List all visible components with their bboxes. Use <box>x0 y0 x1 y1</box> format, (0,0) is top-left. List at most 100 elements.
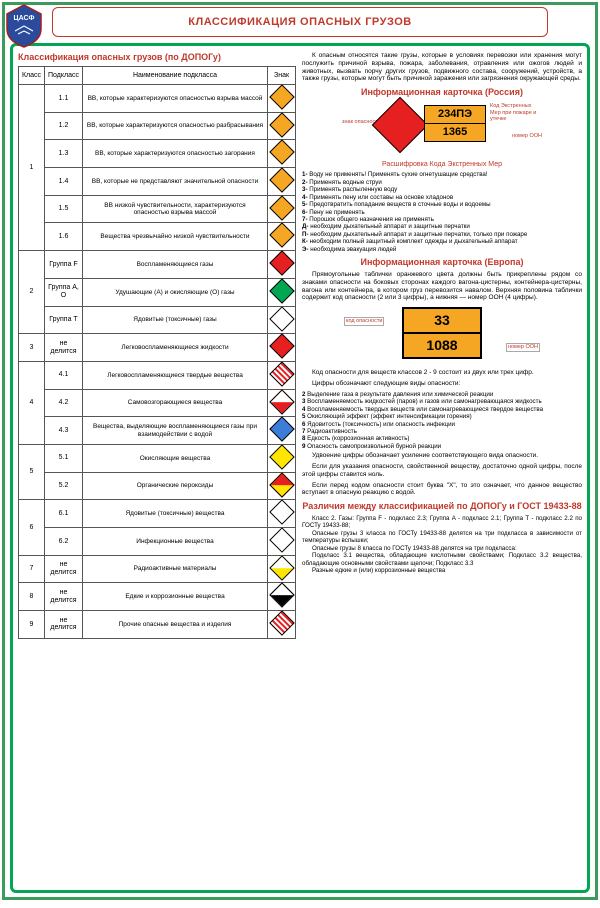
hazard-sign-icon <box>269 417 294 442</box>
sign-cell <box>268 528 296 556</box>
subclass-cell: 5.1 <box>45 444 83 472</box>
decode-heading: Расшифровка Кода Экстренных Мер <box>302 161 582 169</box>
sign-cell <box>268 251 296 279</box>
em-code-item: 4- Применять пену или составы на основе … <box>302 194 582 201</box>
hazard-diamond-icon <box>372 97 429 154</box>
subclass-cell: не делится <box>45 611 83 639</box>
emergency-code-list: 1- Воду не применять! Применять сухие ог… <box>302 171 582 253</box>
em-code-item: 7- Порошок общего назначения не применят… <box>302 216 582 223</box>
name-cell: ВВ низкой чувствительности, характеризую… <box>83 195 268 223</box>
table-row: 2Группа FВоспламеняющиеся газы <box>19 251 296 279</box>
table-row: 66.1Ядовитые (токсичные) вещества <box>19 500 296 528</box>
hazard-sign-icon <box>269 278 294 303</box>
subclass-cell: 5.2 <box>45 472 83 500</box>
un-number-eu: 1088 <box>404 334 480 357</box>
hazard-sign-icon <box>269 610 294 635</box>
class-cell: 5 <box>19 444 45 499</box>
hazard-sign-icon <box>269 500 294 525</box>
em-code-item: 3- Применять распыленную воду <box>302 186 582 193</box>
name-cell: ВВ, которые не представляют значительной… <box>83 168 268 196</box>
placard-russia: знак опасности 234ПЭ 1365 Код Экстренных… <box>342 101 542 157</box>
name-cell: ВВ, которые характеризуются опасностью в… <box>83 85 268 113</box>
name-cell: ВВ, которые характеризуются опасностью з… <box>83 140 268 168</box>
class-cell: 8 <box>19 583 45 611</box>
digit-meaning-list: 2 Выделение газа в результате давления и… <box>302 391 582 451</box>
subclass-cell: не делится <box>45 334 83 362</box>
subclass-cell: 1.6 <box>45 223 83 251</box>
hazard-sign-icon <box>269 112 294 137</box>
table-row: 1.2ВВ, которые характеризуются опасность… <box>19 112 296 140</box>
name-cell: Органические пероксиды <box>83 472 268 500</box>
em-code-item: Э- необходима эвакуация людей <box>302 246 582 253</box>
digits-note3: Если перед кодом опасности стоит буква "… <box>302 482 582 498</box>
sign-cell <box>268 112 296 140</box>
name-cell: Едкие и коррозионные вещества <box>83 583 268 611</box>
un-number: 1365 <box>425 124 485 141</box>
subclass-cell: не делится <box>45 583 83 611</box>
name-cell: Ядовитые (токсичные) вещества <box>83 500 268 528</box>
document-frame: ЦАСФ КЛАССИФИКАЦИЯ ОПАСНЫХ ГРУЗОВ Класси… <box>2 2 598 900</box>
em-code-item: Д- необходим дыхательный аппарат и защит… <box>302 223 582 230</box>
name-cell: Вещества, выделяющие воспламеняющиеся га… <box>83 417 268 445</box>
diff-item: Класс 2. Газы: Группа F - подкласс 2.3; … <box>302 515 582 530</box>
name-cell: Радиоактивные материалы <box>83 555 268 583</box>
diff-item: Разные едкие и (или) коррозионные вещест… <box>302 567 582 574</box>
subclass-cell: 1.5 <box>45 195 83 223</box>
hazard-sign-icon <box>269 361 294 386</box>
hazard-sign-icon <box>269 444 294 469</box>
digit-item: 9 Опасность самопроизвольной бурной реак… <box>302 443 582 450</box>
placard-box: 234ПЭ 1365 <box>424 105 486 142</box>
subclass-cell: Группа F <box>45 251 83 279</box>
lbl-code: Код Экстренных Мер при пожаре и утечке <box>490 103 542 123</box>
col-sub: Подкласс <box>45 67 83 85</box>
sign-cell <box>268 500 296 528</box>
name-cell: Воспламеняющиеся газы <box>83 251 268 279</box>
right-column: К опасным относятся такие грузы, которые… <box>302 52 582 884</box>
card-ru-heading: Информационная карточка (Россия) <box>302 87 582 98</box>
em-code-item: К- необходим полный защитный комплект од… <box>302 238 582 245</box>
table-row: Группа A, OУдушающие (А) и окисляющие (О… <box>19 278 296 306</box>
digit-item: 8 Едкость (коррозионная активность) <box>302 435 582 442</box>
hazard-code: 33 <box>404 309 480 334</box>
svg-text:ЦАСФ: ЦАСФ <box>13 15 34 22</box>
subclass-cell: 1.4 <box>45 168 83 196</box>
digit-item: 5 Окисляющий эффект (эффект интенсификац… <box>302 413 582 420</box>
subclass-cell: 4.3 <box>45 417 83 445</box>
card-eu-heading: Информационная карточка (Европа) <box>302 257 582 268</box>
em-code-item: 1- Воду не применять! Применять сухие ог… <box>302 171 582 178</box>
table-row: 1.3ВВ, которые характеризуются опасность… <box>19 140 296 168</box>
class-cell: 3 <box>19 334 45 362</box>
table-row: 3не делитсяЛегковоспламеняющиеся жидкост… <box>19 334 296 362</box>
table-row: 9не делитсяПрочие опасные вещества и изд… <box>19 611 296 639</box>
digit-item: 7 Радиоактивность <box>302 428 582 435</box>
table-header-row: Класс Подкласс Наименование подкласса Зн… <box>19 67 296 85</box>
sign-cell <box>268 278 296 306</box>
differences-list: Класс 2. Газы: Группа F - подкласс 2.3; … <box>302 515 582 575</box>
sign-cell <box>268 417 296 445</box>
sign-cell <box>268 611 296 639</box>
emergency-code: 234ПЭ <box>425 106 485 124</box>
page-title: КЛАССИФИКАЦИЯ ОПАСНЫХ ГРУЗОВ <box>188 16 411 28</box>
table-row: 5.2Органические пероксиды <box>19 472 296 500</box>
title-bar: КЛАССИФИКАЦИЯ ОПАСНЫХ ГРУЗОВ <box>52 7 548 37</box>
hazard-sign-icon <box>269 250 294 275</box>
sign-cell <box>268 85 296 113</box>
subclass-cell: 1.2 <box>45 112 83 140</box>
table-row: 7не делитсяРадиоактивные материалы <box>19 555 296 583</box>
logo: ЦАСФ <box>3 3 45 49</box>
sign-cell <box>268 444 296 472</box>
table-caption: Классификация опасных грузов (по ДОПОГу) <box>18 52 296 62</box>
sign-cell <box>268 140 296 168</box>
table-row: Группа TЯдовитые (токсичные) газы <box>19 306 296 334</box>
subclass-cell: 1.1 <box>45 85 83 113</box>
name-cell: ВВ, которые характеризуются опасностью р… <box>83 112 268 140</box>
table-row: 1.4ВВ, которые не представляют значитель… <box>19 168 296 196</box>
name-cell: Легковоспламеняющиеся твердые вещества <box>83 361 268 389</box>
hazard-sign-icon <box>269 527 294 552</box>
class-cell: 4 <box>19 361 45 444</box>
hazard-sign-icon <box>269 306 294 331</box>
class-cell: 6 <box>19 500 45 555</box>
sign-cell <box>268 168 296 196</box>
digits-heading: Цифры обозначают следующие виды опасност… <box>302 380 582 388</box>
hazard-sign-icon <box>269 223 294 248</box>
